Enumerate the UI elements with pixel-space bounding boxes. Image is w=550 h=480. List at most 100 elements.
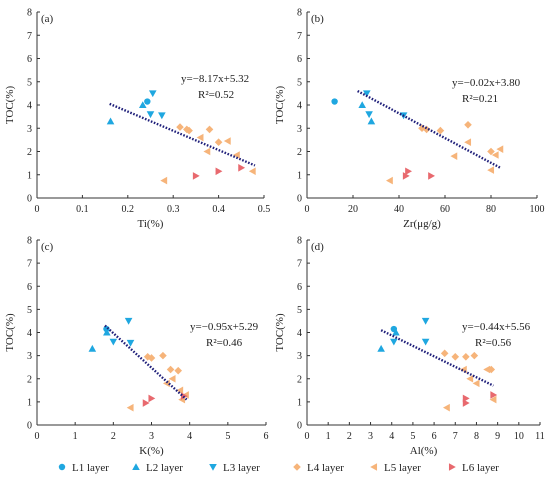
x-tick-label: 0.4: [212, 204, 225, 215]
regression-equation: y=−0.95x+5.29: [190, 321, 259, 333]
point-l2-layer: [367, 117, 376, 125]
y-tick-label: 8: [27, 236, 32, 247]
point-l4-layer: [174, 366, 183, 375]
y-tick-label: 0: [297, 194, 302, 205]
x-tick-label: 60: [440, 204, 450, 215]
point-l4-layer: [436, 126, 445, 135]
point-l5-layer: [450, 152, 458, 160]
y-tick-label: 7: [297, 31, 302, 42]
trend-line: [357, 89, 501, 169]
point-l4-layer: [143, 352, 152, 361]
y-axis-label: TOC(%): [4, 86, 16, 125]
point-l5-layer: [248, 167, 256, 176]
point-l6-layer: [142, 399, 150, 407]
y-tick-label: 1: [297, 170, 302, 181]
x-tick-label: 0: [35, 431, 40, 442]
point-l1-layer: [144, 98, 151, 105]
y-tick-label: 3: [297, 124, 302, 135]
point-l5-layer: [196, 133, 204, 142]
point-l4-layer: [464, 120, 472, 129]
point-l1-layer: [331, 98, 338, 105]
point-l4-layer: [487, 147, 495, 156]
legend-item-2: L2 layer: [132, 462, 183, 474]
point-l6-layer: [238, 163, 246, 172]
legend-label: L1 layer: [72, 462, 109, 474]
x-tick-label: 0.2: [122, 204, 135, 215]
x-tick-label: 1: [73, 431, 78, 442]
y-axis-label: TOC(%): [4, 313, 16, 352]
point-l5-layer: [126, 403, 134, 412]
y-tick-label: 4: [297, 328, 302, 339]
legend-item-6: L6 layer: [448, 462, 499, 474]
point-l4-layer: [176, 123, 184, 131]
x-tick-label: 3: [368, 431, 373, 442]
panel-label: (a): [41, 13, 54, 25]
point-l2-layer: [103, 328, 111, 336]
point-l2-layer: [88, 344, 97, 352]
point-l4-layer: [185, 126, 193, 135]
y-tick-label: 8: [27, 8, 32, 19]
point-l2-layer: [106, 117, 115, 125]
point-l4-layer: [147, 354, 156, 362]
x-tick-label: 10: [514, 431, 524, 442]
point-l6-layer: [428, 172, 435, 180]
y-tick-label: 1: [27, 397, 32, 408]
x-tick-label: 6: [264, 431, 269, 442]
panel-label: (b): [311, 13, 324, 25]
x-tick-label: 0.3: [167, 204, 180, 215]
point-l4-layer: [451, 352, 460, 361]
regression-equation: y=−8.17x+5.32: [181, 73, 249, 85]
y-tick-label: 0: [27, 194, 32, 205]
regression-equation: y=−0.02x+3.80: [452, 77, 521, 89]
point-l2-layer: [392, 328, 400, 336]
point-l4-layer: [205, 125, 214, 134]
y-tick-label: 4: [297, 101, 302, 112]
panel-c: 0 1 2 3 4 5 6 7 8 0 1 2 3 4 5 6 K(%) TOC(%) (c) y=−0.95x+5.…: [4, 236, 269, 458]
point-l3-layer: [124, 317, 133, 325]
point-l6-layer: [192, 172, 200, 180]
point-l2-layer: [138, 101, 147, 109]
point-l4-layer: [166, 365, 175, 374]
point-l4-layer: [159, 351, 167, 360]
point-l3-layer: [363, 90, 371, 98]
x-tick-label: 8: [474, 431, 479, 442]
point-l3-layer: [158, 112, 166, 120]
y-tick-label: 2: [297, 147, 302, 158]
x-axis-label: K(%): [139, 445, 164, 457]
panel-label: (c): [41, 241, 54, 253]
panel-a: 0 1 2 3 4 5 6 7 8 0 0.1 0.2 0.3 0.4 0.5 Ti(%) TOC(%) (a) y…: [4, 8, 270, 231]
point-l3-layer: [421, 317, 430, 325]
legend-label: L3 layer: [223, 462, 260, 474]
point-l6-layer: [490, 391, 498, 399]
legend-label: L5 layer: [384, 462, 421, 474]
point-l4-layer: [462, 352, 470, 361]
y-tick-label: 6: [27, 282, 32, 293]
y-tick-label: 0: [27, 421, 32, 432]
point-l6-layer: [405, 167, 412, 176]
x-tick-label: 7: [453, 431, 458, 442]
x-axis-label: Al(%): [410, 445, 438, 457]
y-tick-label: 7: [297, 259, 302, 270]
point-l6-layer: [462, 394, 470, 403]
point-l4-layer: [487, 365, 496, 374]
point-l4-layer: [214, 138, 223, 146]
point-l3-layer: [148, 90, 157, 98]
y-axis-label: TOC(%): [274, 86, 286, 125]
point-l5-layer: [443, 403, 450, 412]
point-l5-layer: [223, 137, 231, 145]
point-l6-layer: [215, 167, 223, 176]
point-l5-layer: [203, 147, 211, 156]
y-tick-label: 6: [27, 54, 32, 65]
point-l6-layer: [148, 394, 156, 403]
x-tick-label: 0.1: [76, 204, 89, 215]
point-l5-layer: [168, 374, 176, 383]
point-l5-layer: [483, 365, 491, 374]
legend-marker: [58, 463, 66, 471]
point-l3-layer: [146, 111, 155, 119]
point-l2-layer: [358, 101, 366, 109]
point-l5-layer: [489, 395, 497, 404]
x-tick-label: 20: [348, 204, 358, 215]
legend-marker: [209, 463, 217, 471]
r-squared: R²=0.52: [198, 89, 234, 101]
